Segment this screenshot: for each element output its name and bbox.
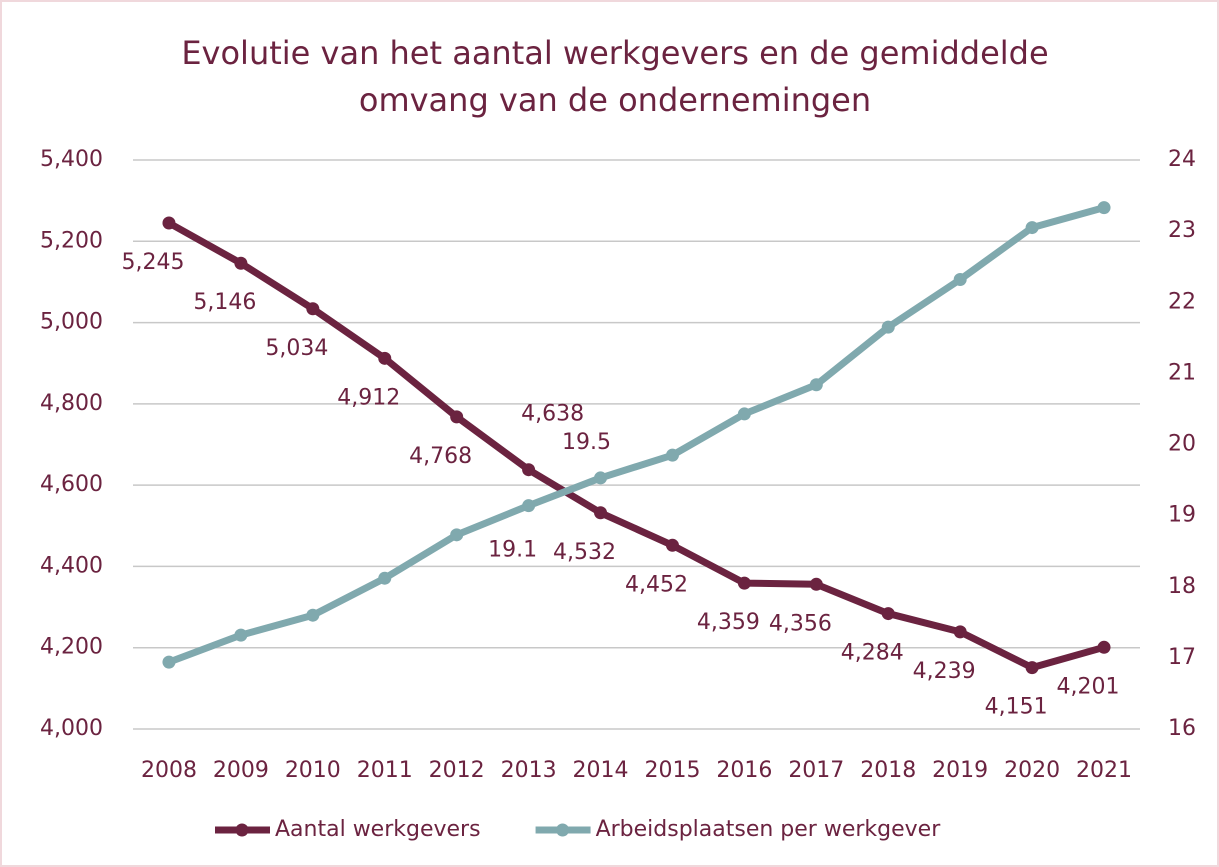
data-label: 4,912	[337, 385, 400, 410]
point	[306, 302, 320, 316]
data-label: 4,151	[985, 695, 1048, 720]
data-label: 4,452	[625, 572, 688, 597]
point	[665, 538, 679, 552]
data-label: 5,146	[193, 290, 256, 315]
series-line	[167, 204, 1105, 666]
data-label: 4,638	[521, 402, 584, 427]
data-label: 4,356	[769, 611, 832, 636]
x-tick-label: 2021	[1076, 758, 1132, 783]
point	[809, 577, 823, 591]
point	[1025, 661, 1039, 675]
x-tick-label: 2014	[573, 758, 629, 783]
x-tick-label: 2008	[141, 758, 197, 783]
data-label: 5,034	[265, 336, 328, 361]
legend-label: Aantal werkgevers	[275, 817, 481, 842]
point	[450, 410, 464, 424]
y2-tick-label: 24	[1168, 147, 1196, 172]
data-label: 19.1	[488, 538, 537, 563]
x-tick-label: 2016	[716, 758, 772, 783]
data-label: 4,239	[913, 659, 976, 684]
x-tick-label: 2011	[357, 758, 413, 783]
point	[953, 625, 967, 639]
data-label: 5,245	[121, 250, 184, 275]
x-tick-label: 2017	[788, 758, 844, 783]
point	[881, 320, 895, 334]
data-label: 19.5	[562, 430, 611, 455]
y-tick-label: 5,400	[40, 147, 103, 172]
data-label: 4,768	[409, 444, 472, 469]
legend-label: Arbeidsplaatsen per werkgever	[596, 817, 942, 842]
y2-tick-label: 20	[1168, 432, 1196, 457]
x-tick-label: 2020	[1004, 758, 1060, 783]
y-tick-label: 4,200	[40, 635, 103, 660]
point	[234, 628, 248, 642]
y2-tick-label: 21	[1168, 360, 1196, 385]
point	[594, 471, 608, 485]
point	[522, 463, 536, 477]
x-tick-label: 2012	[429, 758, 485, 783]
point	[594, 506, 608, 520]
y-tick-label: 5,000	[40, 310, 103, 335]
y-tick-label: 4,400	[40, 553, 103, 578]
point	[953, 272, 967, 286]
y-tick-label: 5,200	[40, 228, 103, 253]
y-tick-label: 4,600	[40, 472, 103, 497]
point	[737, 407, 751, 421]
y2-tick-label: 17	[1168, 645, 1196, 670]
data-label: 4,359	[697, 610, 760, 635]
point	[450, 528, 464, 542]
point	[522, 499, 536, 513]
point	[234, 256, 248, 270]
y2-tick-label: 18	[1168, 574, 1196, 599]
y2-tick-label: 23	[1168, 218, 1196, 243]
point	[378, 351, 392, 365]
point	[378, 571, 392, 585]
chart-title: Evolutie van het aantal werkgevers en de…	[181, 34, 1048, 72]
point	[809, 378, 823, 392]
y-tick-label: 4,800	[40, 391, 103, 416]
legend-marker	[556, 823, 570, 837]
x-tick-label: 2010	[285, 758, 341, 783]
x-tick-label: 2018	[860, 758, 916, 783]
point	[881, 607, 895, 621]
legend-marker	[235, 823, 249, 837]
point	[737, 576, 751, 590]
point	[1097, 640, 1111, 654]
data-label: 4,532	[553, 540, 616, 565]
x-tick-label: 2019	[932, 758, 988, 783]
y-tick-label: 4,000	[40, 716, 103, 741]
y2-tick-label: 16	[1168, 716, 1196, 741]
point	[162, 655, 176, 669]
data-label: 4,284	[841, 641, 904, 666]
y2-tick-label: 19	[1168, 503, 1196, 528]
point	[162, 216, 176, 230]
point	[1097, 201, 1111, 215]
series-line	[167, 219, 1105, 672]
chart-title: omvang van de ondernemingen	[359, 81, 871, 119]
data-label: 4,201	[1057, 674, 1120, 699]
y2-tick-label: 22	[1168, 289, 1196, 314]
x-tick-label: 2013	[501, 758, 557, 783]
x-tick-label: 2009	[213, 758, 269, 783]
point	[665, 448, 679, 462]
point	[306, 608, 320, 622]
x-tick-label: 2015	[644, 758, 700, 783]
point	[1025, 221, 1039, 235]
